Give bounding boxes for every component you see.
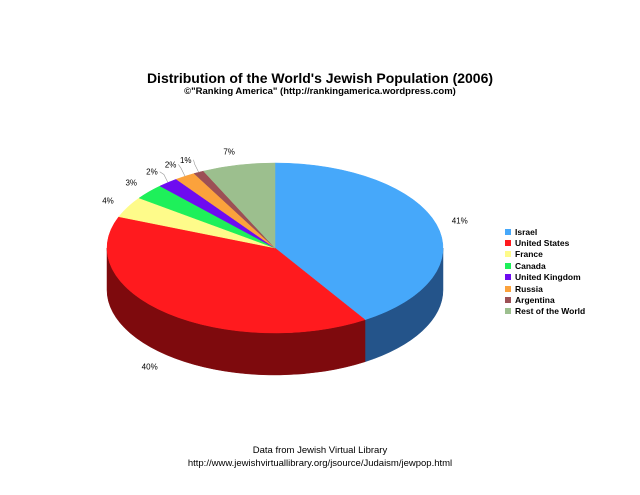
chart-title: Distribution of the World's Jewish Popul… [146, 70, 494, 86]
legend-swatch-canada [505, 262, 511, 269]
pie-slice-rest-of-the-world [202, 162, 276, 249]
source-note: Data from Jewish Virtual Library [252, 445, 388, 456]
data-label-rest-of-the-world: 7% [223, 147, 235, 156]
legend-item-france: France [505, 249, 585, 260]
leader-line-united-kingdom [159, 171, 169, 183]
source-url: http://www.jewishvirtuallibrary.org/jsou… [187, 458, 453, 469]
legend-swatch-argentina [505, 297, 511, 304]
legend-label-canada: Canada [515, 260, 546, 271]
data-label-canada: 3% [125, 179, 137, 188]
data-label-argentina: 1% [180, 156, 192, 165]
legend-item-canada: Canada [505, 260, 585, 271]
data-label-israel: 41% [452, 216, 468, 225]
legend-label-israel: Israel [515, 226, 538, 237]
legend-swatch-united-states [505, 240, 511, 247]
legend-swatch-russia [505, 285, 511, 292]
legend-swatch-rest-of-the-world [505, 308, 511, 315]
legend-swatch-france [505, 251, 511, 258]
legend-label-united-states: United States [515, 238, 570, 249]
legend-item-united-kingdom: United Kingdom [505, 272, 585, 283]
legend-label-france: France [515, 249, 543, 260]
leader-line-russia [178, 164, 186, 177]
legend-item-united-states: United States [505, 237, 585, 248]
data-label-united-states: 40% [142, 362, 158, 371]
legend-item-argentina: Argentina [505, 294, 585, 305]
chart-subtitle: ©"Ranking America" (http://rankingameric… [184, 86, 456, 97]
data-label-france: 4% [102, 196, 114, 205]
leader-line-argentina [193, 159, 199, 173]
legend-label-united-kingdom: United Kingdom [515, 272, 581, 283]
legend-swatch-united-kingdom [505, 274, 511, 281]
legend-label-rest-of-the-world: Rest of the World [515, 306, 586, 317]
data-label-russia: 2% [165, 160, 177, 169]
pie-slice-israel [274, 162, 444, 321]
pie-slice-united-states [106, 216, 366, 334]
legend-item-russia: Russia [505, 283, 585, 294]
data-label-united-kingdom: 2% [146, 168, 158, 177]
chart-legend: Israel United States France Canada United Ki… [505, 226, 585, 317]
legend-item-rest-of-the-world: Rest of the World [505, 306, 585, 317]
legend-label-argentina: Argentina [515, 295, 555, 306]
legend-swatch-israel [505, 228, 511, 235]
legend-label-russia: Russia [515, 283, 543, 294]
legend-item-israel: Israel [505, 226, 585, 237]
